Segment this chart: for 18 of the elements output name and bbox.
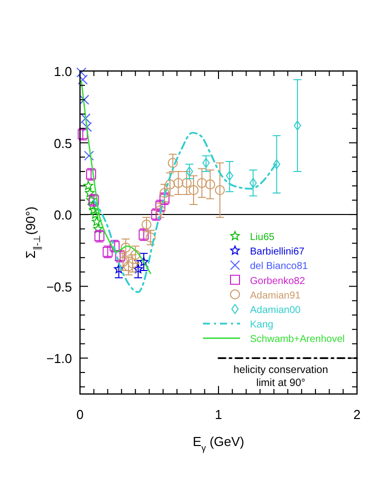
legend-label: Gorbenko82 xyxy=(250,276,306,287)
annotation: helicity conservation limit at 90° xyxy=(234,364,328,390)
legend-label: Kang xyxy=(250,320,274,331)
legend-label: Adamian91 xyxy=(250,290,302,302)
x-axis-title: E$_{γ}$ (GeV) xyxy=(192,434,244,453)
legend-label: Liu65 xyxy=(250,232,275,243)
legend-label: Schwamb+Arenhovel xyxy=(250,334,345,346)
legend-label: Barbiellini67 xyxy=(250,246,305,258)
y-tick-label: 0.0 xyxy=(54,208,72,223)
y-tick-label: 1.0 xyxy=(54,64,72,79)
y-tick-label: −0.5 xyxy=(46,279,72,294)
y-tick-label: −1.0 xyxy=(46,351,72,366)
x-tick-label: 0 xyxy=(76,407,84,422)
x-tick-label: 1 xyxy=(214,407,222,422)
x-tick-label: 2 xyxy=(353,407,361,422)
legend-label: del Bianco81 xyxy=(250,261,308,272)
legend-label: Adamian00 xyxy=(250,305,302,316)
y-tick-label: 0.5 xyxy=(54,136,72,151)
